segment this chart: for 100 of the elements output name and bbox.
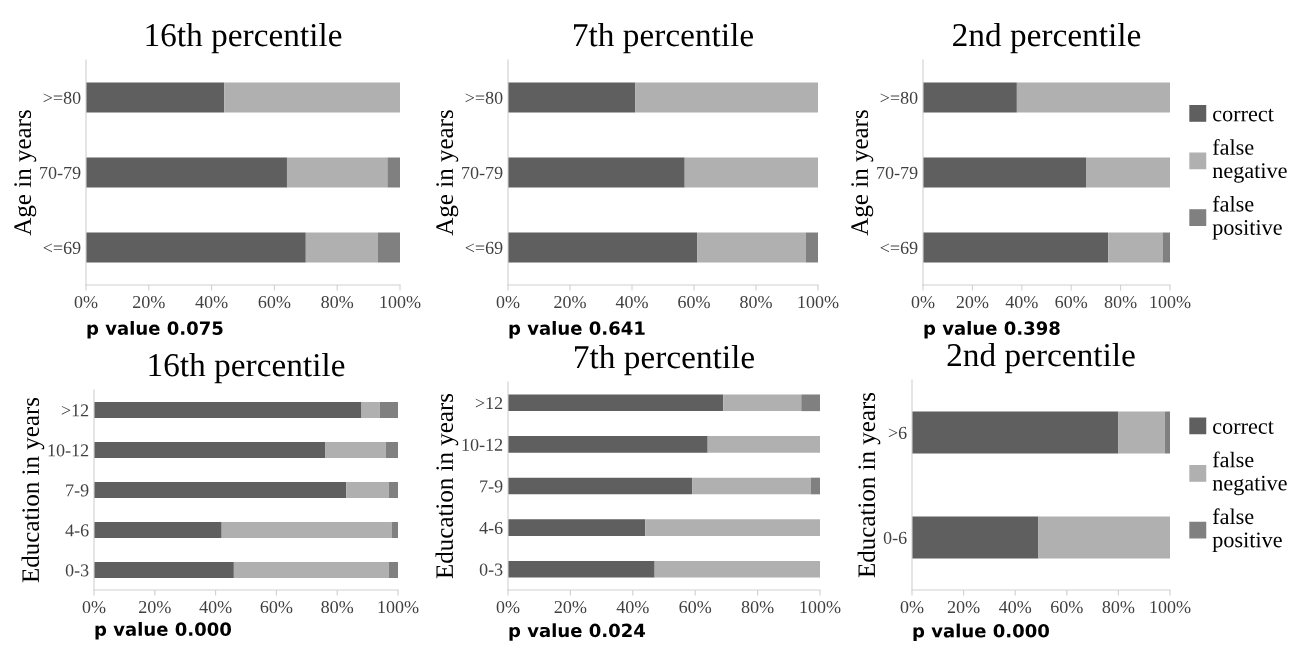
bar: [94, 442, 326, 458]
bar: [379, 402, 398, 418]
x-tick-label: 0%: [900, 600, 924, 614]
y-tick-label: >=80: [465, 91, 503, 104]
text: p value 0.641: [509, 321, 645, 339]
x-tick-label: 40%: [195, 295, 228, 309]
x-tick-label: 60%: [679, 600, 712, 614]
bar: [923, 157, 1087, 188]
legend-label: false negative: [1212, 139, 1287, 183]
chart-title: 16th percentile: [146, 22, 342, 54]
x-tick-label: 60%: [1051, 600, 1083, 614]
bar: [385, 442, 398, 458]
y-axis-title: Age in years: [14, 110, 37, 236]
bar: [810, 477, 820, 495]
bar: [923, 232, 1109, 263]
x-tick-label: 60%: [260, 600, 293, 614]
bar: [1162, 232, 1170, 263]
y-tick-label: 4-6: [479, 521, 503, 535]
bar: [508, 560, 655, 578]
bar: [508, 436, 708, 453]
bar: [1086, 157, 1170, 188]
y-tick-label: >6: [888, 426, 907, 439]
bar: [912, 516, 1039, 559]
x-tick-label: 100%: [1150, 295, 1191, 309]
bar: [805, 232, 818, 263]
x-tick-label: 0%: [496, 600, 520, 614]
y-tick-label: 10-12: [462, 438, 503, 451]
x-tick-label: 100%: [798, 295, 839, 309]
chart-title: 7th percentile: [574, 22, 754, 54]
y-tick-label: 70-79: [462, 166, 503, 179]
legend-label: false positive: [1212, 195, 1282, 240]
bar: [391, 522, 398, 538]
y-tick-label: <=69: [880, 241, 918, 254]
bar: [508, 82, 636, 113]
text: correct: [1213, 421, 1274, 434]
bar: [654, 560, 820, 578]
bar: [94, 522, 222, 538]
text: p value 0.000: [913, 623, 1049, 642]
y-axis-title: Education in years: [21, 397, 45, 583]
x-tick-label: 60%: [258, 295, 291, 309]
y-tick-label: 70-79: [40, 166, 81, 179]
bar: [508, 157, 685, 188]
bar: [1038, 516, 1170, 559]
bar: [684, 157, 818, 188]
x-tick-label: 20%: [947, 600, 980, 614]
y-tick-label: >=80: [43, 91, 81, 104]
x-tick-label: 0%: [911, 295, 935, 309]
bar: [1118, 411, 1165, 454]
x-tick-label: 100%: [1150, 600, 1191, 614]
bar: [1016, 82, 1170, 113]
legend-label: false negative: [1212, 451, 1287, 496]
y-tick-label: <=69: [43, 241, 81, 254]
x-tick-label: 20%: [554, 600, 587, 614]
x-tick-label: 60%: [1055, 295, 1088, 309]
bar: [707, 436, 820, 453]
chart-title: 2nd percentile: [947, 342, 1135, 374]
y-axis-title: Age in years: [851, 110, 874, 236]
y-tick-label: >12: [61, 404, 89, 417]
bar: [387, 157, 400, 188]
y-tick-label: 7-9: [66, 484, 89, 497]
x-tick-label: 80%: [740, 295, 772, 309]
y-axis-title: Education in years: [435, 393, 459, 579]
y-tick-label: 0-6: [883, 531, 907, 544]
bar: [508, 477, 693, 495]
bar: [645, 519, 820, 536]
bar: [692, 477, 811, 495]
bar: [1108, 232, 1163, 263]
bar: [233, 562, 389, 578]
bar: [325, 442, 386, 458]
bar: [94, 482, 347, 498]
x-tick-label: 100%: [378, 600, 419, 614]
y-tick-label: <=69: [465, 241, 503, 254]
bar: [221, 522, 392, 538]
bar: [508, 232, 698, 263]
bar: [286, 157, 388, 188]
x-tick-label: 80%: [321, 600, 354, 614]
x-tick-label: 60%: [678, 295, 710, 309]
legend-label: false positive: [1212, 508, 1282, 552]
y-tick-label: 7-9: [480, 480, 503, 493]
bar: [635, 82, 818, 113]
x-tick-label: 80%: [1104, 295, 1137, 309]
bar: [86, 157, 287, 188]
bar: [508, 394, 724, 412]
x-tick-label: 40%: [1005, 295, 1038, 309]
y-axis-title: Education in years: [857, 392, 881, 578]
bar: [86, 232, 306, 263]
chart-title: 7th percentile: [575, 344, 755, 376]
x-tick-label: 40%: [199, 600, 232, 614]
x-tick-label: 0%: [74, 295, 98, 309]
bar: [923, 82, 1017, 113]
chart-title: 2nd percentile: [953, 22, 1141, 54]
bar: [508, 519, 646, 536]
chart-title: 16th percentile: [149, 352, 345, 384]
bar: [388, 562, 398, 578]
x-tick-label: 80%: [321, 295, 354, 309]
y-tick-label: 4-6: [65, 524, 89, 537]
bar: [86, 82, 225, 113]
bar: [94, 562, 234, 578]
y-tick-label: 70-79: [877, 166, 918, 179]
bar: [1164, 411, 1170, 454]
